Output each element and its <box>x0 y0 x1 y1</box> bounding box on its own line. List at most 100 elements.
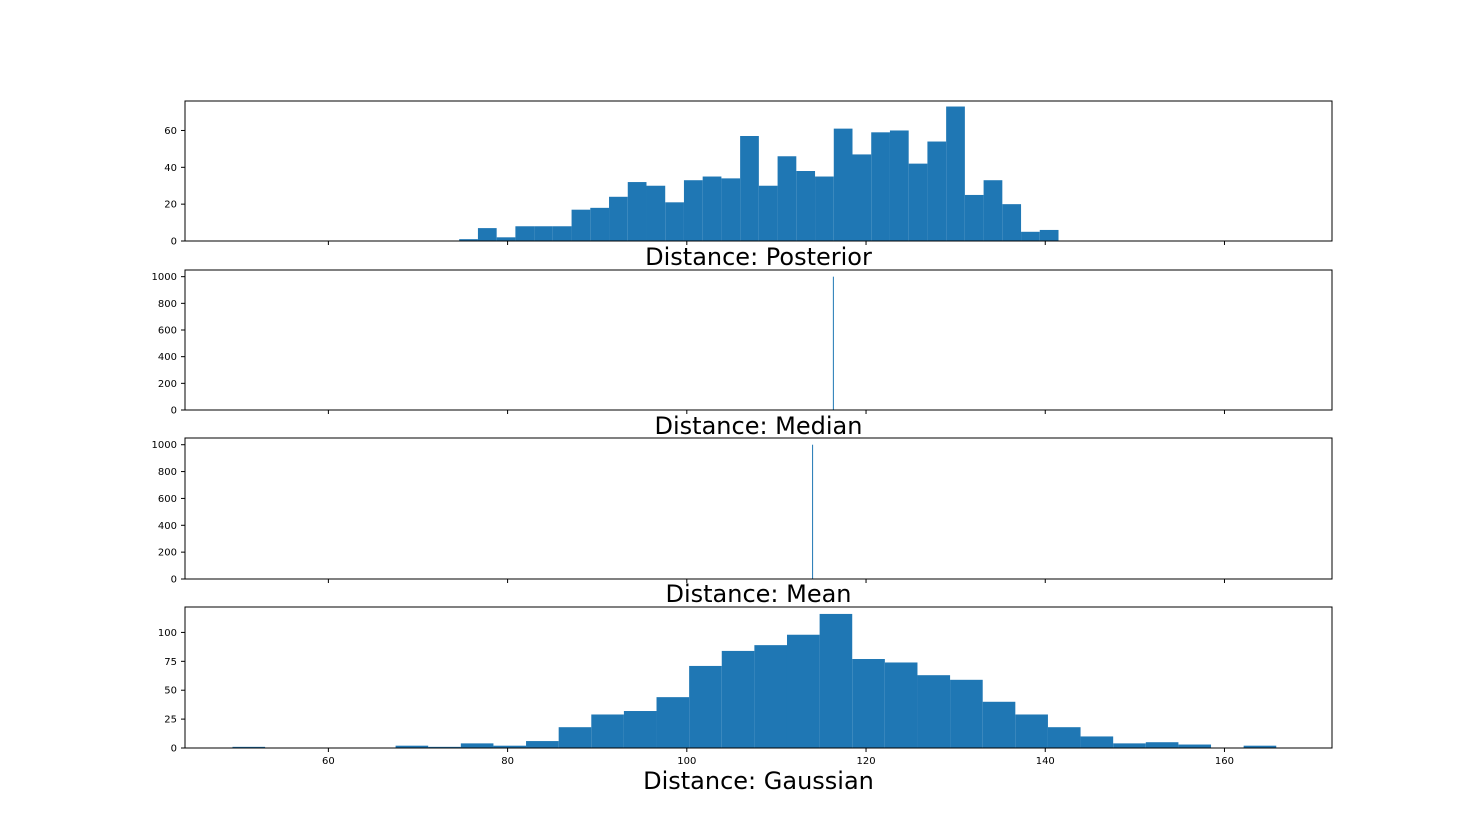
gaussian-title: Distance: Gaussian <box>643 767 874 795</box>
median-y-tick-label: 400 <box>158 352 177 363</box>
gaussian-x-tick-label: 80 <box>501 756 514 767</box>
mean-bar <box>812 444 814 579</box>
gaussian-y-tick-label: 100 <box>158 628 177 639</box>
median-y-tick-label: 800 <box>158 299 177 310</box>
posterior-bar <box>459 239 478 241</box>
gaussian-x-tick-label: 120 <box>856 756 875 767</box>
median-x-axis <box>327 410 1225 414</box>
gaussian-y-tick-label: 25 <box>164 715 177 726</box>
posterior-y-tick-label: 40 <box>164 163 177 174</box>
posterior-bar <box>908 163 928 241</box>
gaussian-bar <box>1015 714 1048 748</box>
gaussian-bar <box>819 613 853 748</box>
posterior-bar <box>889 130 909 241</box>
gaussian-bar <box>656 697 690 748</box>
posterior-bar <box>496 237 516 241</box>
gaussian-bar <box>754 645 787 748</box>
posterior-bar <box>590 207 610 241</box>
gaussian-bar <box>1178 744 1212 748</box>
posterior-bar <box>665 202 684 241</box>
gaussian-bar <box>1113 743 1146 748</box>
gaussian-bar <box>1145 742 1179 748</box>
gaussian-bar <box>1243 745 1277 748</box>
gaussian-y-tick-label: 50 <box>164 686 177 697</box>
posterior-bar <box>609 196 628 241</box>
posterior-bar <box>964 194 984 241</box>
median-y-tick-label: 0 <box>171 406 177 417</box>
posterior-bar <box>552 226 572 241</box>
mean-title: Distance: Mean <box>665 580 851 608</box>
gaussian-bar <box>950 679 983 748</box>
median-y-tick-label: 1000 <box>152 272 177 283</box>
mean-bars <box>812 444 814 579</box>
posterior-bar <box>815 176 834 241</box>
gaussian-bar <box>493 745 527 748</box>
posterior-bar <box>1039 229 1059 241</box>
posterior-bar <box>646 185 666 241</box>
gaussian-bars <box>232 613 1277 748</box>
median-bar <box>832 276 834 410</box>
gaussian-bar <box>395 745 429 748</box>
panel-posterior: 0 20 40 60 Distance: Posterior <box>164 100 1333 271</box>
gaussian-axes-frame <box>184 606 1333 749</box>
posterior-bar <box>927 141 947 241</box>
gaussian-bar <box>1080 736 1114 748</box>
posterior-bar <box>1021 231 1040 241</box>
posterior-bar <box>871 132 890 241</box>
gaussian-y-tick-label: 0 <box>171 744 177 755</box>
mean-x-axis <box>327 579 1225 583</box>
mean-y-tick-label: 600 <box>158 494 177 505</box>
posterior-y-axis: 0 20 40 60 <box>164 126 185 248</box>
median-title: Distance: Median <box>655 412 863 440</box>
posterior-title: Distance: Posterior <box>645 243 872 271</box>
posterior-bar <box>740 136 759 241</box>
panel-mean: 0 200 400 600 800 1000 Distance: Mean <box>152 437 1333 608</box>
gaussian-x-axis: 60 80 100 120 140 160 <box>322 748 1234 767</box>
mean-y-tick-label: 1000 <box>152 440 177 451</box>
mean-y-tick-label: 800 <box>158 467 177 478</box>
posterior-bars <box>459 106 1059 242</box>
gaussian-bar <box>428 746 461 748</box>
posterior-bar <box>534 226 553 241</box>
posterior-bar <box>683 180 703 241</box>
posterior-bar <box>477 228 497 241</box>
median-y-tick-label: 200 <box>158 379 177 390</box>
gaussian-bar <box>558 727 592 748</box>
posterior-bar <box>852 154 872 241</box>
gaussian-bar <box>1047 727 1081 748</box>
posterior-bar <box>758 185 778 241</box>
posterior-bar <box>702 176 722 241</box>
median-bars <box>832 276 834 410</box>
posterior-bar <box>627 182 647 241</box>
mean-y-axis: 0 200 400 600 800 1000 <box>152 440 185 586</box>
gaussian-bar <box>917 675 951 748</box>
gaussian-x-tick-label: 60 <box>322 756 335 767</box>
gaussian-bar <box>884 662 918 748</box>
posterior-bar <box>721 178 741 241</box>
gaussian-x-tick-label: 100 <box>677 756 696 767</box>
gaussian-bar <box>232 746 266 748</box>
median-y-axis: 0 200 400 600 800 1000 <box>152 272 185 417</box>
posterior-bar <box>983 180 1003 241</box>
gaussian-y-tick-label: 75 <box>164 657 177 668</box>
posterior-bar <box>515 226 535 241</box>
mean-y-tick-label: 200 <box>158 548 177 559</box>
gaussian-bar <box>721 650 755 748</box>
gaussian-bar <box>623 711 657 748</box>
panel-gaussian: 0 25 50 75 100 60 80 100 120 140 160 Distance: Ga… <box>158 606 1333 795</box>
posterior-bar <box>946 106 965 242</box>
median-y-tick-label: 600 <box>158 326 177 337</box>
mean-y-tick-label: 400 <box>158 521 177 532</box>
posterior-bar <box>777 156 797 241</box>
posterior-axes-frame <box>184 100 1333 242</box>
posterior-y-tick-label: 20 <box>164 200 177 211</box>
mean-axes-frame <box>184 437 1333 580</box>
gaussian-x-tick-label: 160 <box>1215 756 1234 767</box>
posterior-bar <box>571 209 591 241</box>
panel-median: 0 200 400 600 800 1000 Distance: Median <box>152 269 1333 440</box>
posterior-bar <box>796 171 816 241</box>
mean-y-tick-label: 0 <box>171 575 177 586</box>
gaussian-bar <box>689 665 722 748</box>
posterior-bar <box>1002 204 1022 241</box>
